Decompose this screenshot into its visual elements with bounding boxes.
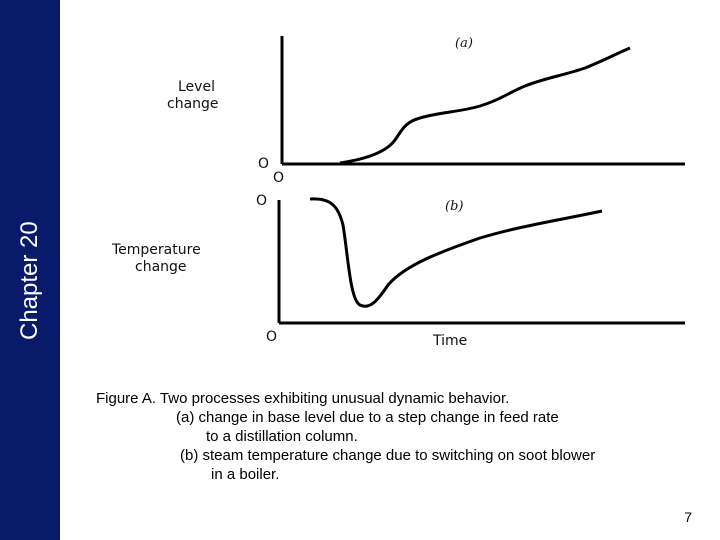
caption-line-4: (b) steam temperature change due to swit… bbox=[180, 447, 596, 464]
panel-b-xlabel: Time bbox=[432, 333, 467, 349]
panel-a-tag: (a) bbox=[455, 36, 473, 51]
dynamic-behavior-figure: (a) Level change O O O (b) Temperature c… bbox=[111, 36, 685, 349]
caption-line-5: in a boiler. bbox=[211, 466, 280, 483]
caption-line-1: Figure A. Two processes exhibiting unusu… bbox=[96, 390, 510, 407]
panel-b-temperature-curve bbox=[309, 197, 603, 308]
chapter-sidebar: Chapter 20 bbox=[0, 0, 60, 540]
panel-b-origin-top: O bbox=[256, 193, 267, 209]
panel-a-level-curve bbox=[339, 46, 631, 165]
caption-line-3: to a distillation column. bbox=[206, 428, 358, 445]
panel-b-ylabel-line2: change bbox=[135, 259, 187, 275]
panel-a-ylabel-line2: change bbox=[167, 96, 219, 112]
panel-a-origin-x: O bbox=[273, 170, 284, 186]
panel-b-ylabel-line1: Temperature bbox=[111, 242, 201, 258]
panel-b-tag: (b) bbox=[445, 199, 463, 214]
figure-caption: Figure A. Two processes exhibiting unusu… bbox=[96, 389, 696, 484]
panel-b-origin-y: O bbox=[266, 329, 277, 345]
panel-a-origin-y: O bbox=[258, 156, 269, 172]
panel-a-ylabel-line1: Level bbox=[178, 79, 215, 95]
page-number: 7 bbox=[684, 509, 692, 525]
chapter-label: Chapter 20 bbox=[16, 221, 43, 340]
caption-line-2: (a) change in base level due to a step c… bbox=[176, 409, 559, 426]
